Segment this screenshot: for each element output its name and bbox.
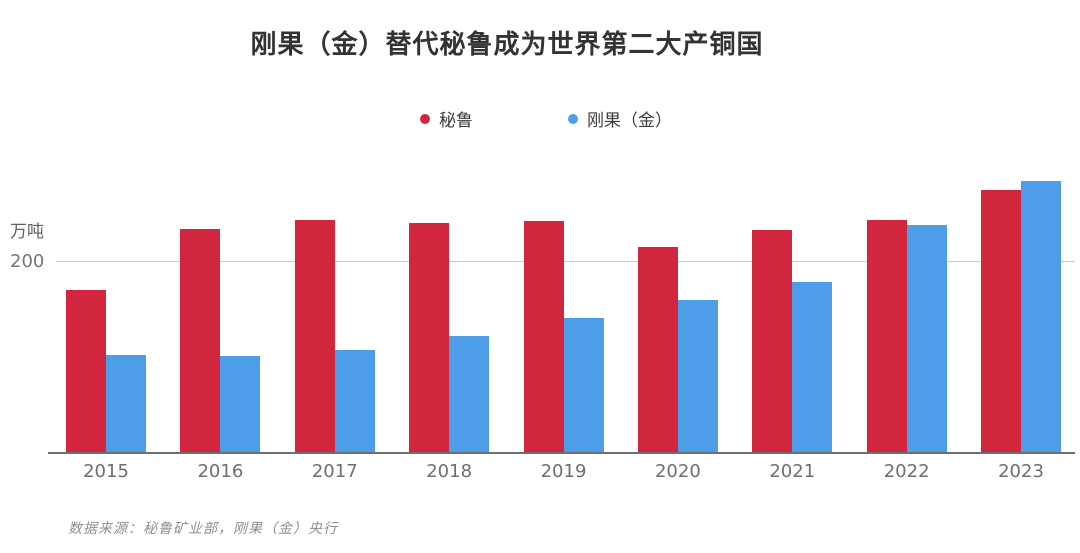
- bar-刚果（金）-2019: [563, 318, 604, 453]
- bar-group-2015: [66, 290, 146, 453]
- legend-dot-icon: [568, 113, 578, 124]
- bar-秘鲁-2016: [180, 229, 221, 453]
- bar-group-2023: [981, 181, 1061, 453]
- bar-刚果（金）-2020: [677, 299, 718, 453]
- bar-刚果（金）-2023: [1021, 181, 1061, 453]
- x-axis-label-2015: 2015: [83, 461, 129, 482]
- bar-group-2018: [409, 223, 490, 453]
- bar-刚果（金）-2017: [334, 349, 375, 453]
- x-axis-label-2023: 2023: [998, 461, 1044, 482]
- x-axis-label-2018: 2018: [426, 461, 473, 482]
- y-axis-unit-label: 万吨: [10, 222, 44, 242]
- bar-秘鲁-2020: [637, 247, 678, 453]
- legend-item-秘鲁: 秘鲁: [420, 106, 473, 131]
- bar-秘鲁-2018: [409, 223, 450, 453]
- bar-秘鲁-2019: [523, 220, 564, 453]
- legend-label: 刚果（金）: [587, 111, 672, 131]
- source-note: 数据来源：秘鲁矿业部，刚果（金）央行: [68, 521, 338, 537]
- bar-秘鲁-2015: [66, 290, 106, 453]
- bar-秘鲁-2022: [866, 219, 907, 453]
- legend-item-刚果（金）: 刚果（金）: [568, 106, 672, 131]
- bar-秘鲁-2017: [294, 219, 335, 453]
- legend-dot-icon: [420, 113, 430, 124]
- bar-group-2016: [180, 229, 261, 453]
- x-axis-label-2022: 2022: [883, 461, 930, 482]
- bar-秘鲁-2023: [981, 189, 1021, 453]
- x-axis-label-2020: 2020: [654, 461, 701, 482]
- bar-group-2020: [637, 247, 718, 453]
- x-axis-baseline: [48, 452, 1075, 454]
- bar-刚果（金）-2015: [106, 354, 146, 453]
- x-axis-label-2017: 2017: [311, 461, 358, 482]
- x-axis-label-2016: 2016: [197, 461, 244, 482]
- bar-刚果（金）-2022: [906, 225, 947, 453]
- bar-group-2017: [294, 219, 375, 453]
- x-axis-label-2019: 2019: [540, 461, 587, 482]
- legend: 秘鲁 刚果（金）: [420, 106, 672, 131]
- x-axis-labels: 2015 2016 2017 2018 2019 2020 2021 2022 2023: [66, 461, 1061, 482]
- bar-group-2022: [866, 219, 947, 453]
- chart-title: 刚果（金）替代秘鲁成为世界第二大产铜国: [250, 30, 764, 60]
- x-axis-label-2021: 2021: [769, 461, 816, 482]
- y-axis-tick-200: 200: [10, 251, 45, 272]
- bar-group-2021: [752, 230, 833, 453]
- bar-group-2019: [523, 220, 604, 453]
- bar-刚果（金）-2021: [792, 281, 833, 453]
- legend-label: 秘鲁: [439, 111, 473, 131]
- bar-刚果（金）-2018: [449, 336, 490, 453]
- gridline-200: [56, 261, 1075, 262]
- bar-秘鲁-2021: [752, 230, 793, 453]
- plot-area: [66, 166, 1061, 453]
- bar-刚果（金）-2016: [220, 356, 261, 453]
